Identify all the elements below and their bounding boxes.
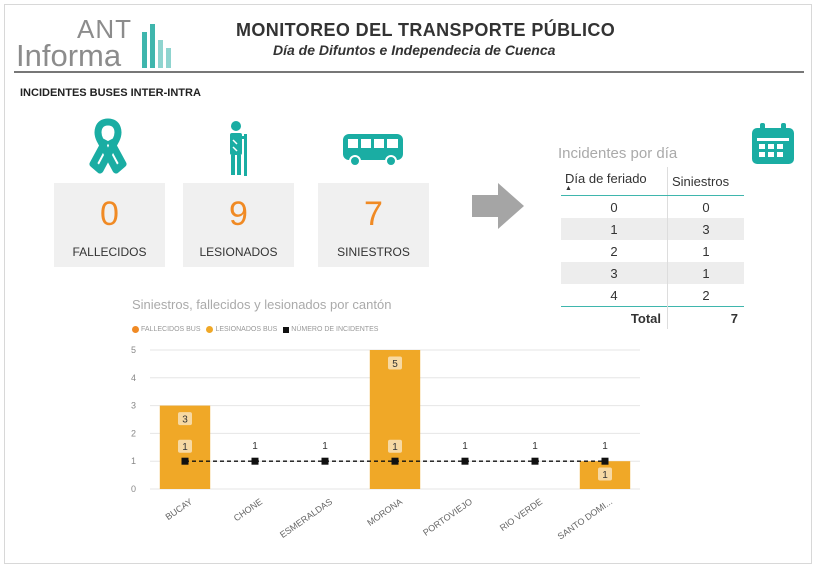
incident-marker (251, 457, 259, 465)
data-label-incidentes: 1 (322, 441, 328, 452)
bus-icon (343, 134, 403, 167)
x-tick-label: BUCAY (164, 496, 195, 522)
cell-dia: 0 (610, 199, 618, 215)
dashboard-frame (4, 4, 812, 564)
data-label-lesionados-bg (598, 467, 612, 481)
cell-siniestros: 3 (667, 218, 744, 240)
incident-marker (181, 457, 189, 465)
data-label-lesionados-bg (178, 412, 192, 426)
logo-ant-text: ANT (77, 14, 132, 44)
legend-label: LESIONADOS BUS (215, 326, 278, 334)
incident-marker (531, 457, 539, 465)
incident-marker (391, 457, 399, 465)
table-total-row: Total 7 (561, 306, 744, 329)
kpi-label: SINIESTROS (337, 245, 410, 259)
cell-siniestros: 0 (667, 195, 744, 218)
data-label-lesionados: 3 (182, 415, 188, 426)
col-header-label: Día de feriado (565, 170, 647, 186)
cell-siniestros: 1 (667, 240, 744, 262)
data-label-incidentes-bg (388, 439, 402, 453)
y-tick-label: 4 (131, 373, 136, 383)
day-table-title: Incidentes por día (558, 145, 678, 162)
cell-siniestros: 2 (667, 284, 744, 307)
x-tick-label: ESMERALDAS (278, 496, 334, 539)
injured-person-icon (230, 121, 247, 176)
bar-lesionados (369, 350, 421, 489)
cell-dia: 4 (610, 287, 618, 303)
legend-label: FALLECIDOS BUS (141, 326, 201, 334)
col-header-label: Siniestros (672, 173, 730, 189)
col-header-siniestros[interactable]: Siniestros (667, 167, 744, 196)
cell-dia: 1 (561, 218, 668, 240)
logo-bars-icon (142, 24, 171, 68)
incident-marker (321, 457, 329, 465)
data-label-lesionados-bg (388, 356, 402, 370)
col-header-dia[interactable]: Día de feriado ▲ (561, 167, 668, 196)
legend-item-lesionados[interactable]: LESIONADOS BUS (206, 326, 277, 333)
kpi-lesionados: 9 LESIONADOS (183, 183, 294, 267)
ribbon-icon (89, 118, 127, 174)
x-tick-label: RIO VERDE (498, 496, 544, 533)
section-title: INCIDENTES BUSES INTER-INTRA (20, 87, 201, 99)
incident-marker (601, 457, 609, 465)
kpi-label: FALLECIDOS (72, 245, 147, 259)
cell-dia: 2 (610, 243, 618, 259)
arrow-right-icon (472, 183, 524, 229)
legend-item-incidentes[interactable]: NÚMERO DE INCIDENTES (283, 326, 378, 333)
kpi-value: 0 (100, 195, 119, 233)
kpi-siniestros: 7 SINIESTROS (318, 183, 429, 267)
kpi-fallecidos: 0 FALLECIDOS (54, 183, 165, 267)
data-label-incidentes: 1 (252, 441, 258, 452)
header-divider (14, 71, 804, 73)
data-label-incidentes: 1 (182, 442, 188, 453)
data-label-lesionados: 5 (392, 359, 398, 370)
kpi-value: 7 (364, 195, 383, 233)
data-label-incidentes-bg (178, 439, 192, 453)
y-tick-label: 3 (131, 401, 136, 411)
calendar-icon[interactable] (750, 122, 796, 166)
total-label: Total (561, 306, 668, 329)
incident-marker (461, 457, 469, 465)
data-label-incidentes: 1 (462, 441, 468, 452)
ant-informa-logo: ANT Informa (16, 14, 176, 73)
legend-label: NÚMERO DE INCIDENTES (291, 326, 379, 334)
sort-ascending-icon: ▲ (565, 184, 572, 192)
kpi-value: 9 (229, 195, 248, 233)
y-tick-label: 5 (131, 345, 136, 355)
data-label-incidentes: 1 (532, 441, 538, 452)
y-tick-label: 1 (131, 456, 136, 466)
data-label-incidentes: 1 (602, 441, 608, 452)
cell-siniestros: 1 (667, 262, 744, 284)
x-tick-label: CHONE (232, 496, 264, 523)
kpi-label: LESIONADOS (199, 245, 278, 259)
logo-informa-text: Informa (16, 38, 122, 73)
legend-square-icon (283, 326, 290, 333)
chart-title: Siniestros, fallecidos y lesionados por … (132, 297, 392, 312)
total-value: 7 (667, 306, 744, 329)
y-tick-label: 2 (131, 428, 136, 438)
x-tick-label: SANTO DOMI... (556, 496, 614, 541)
x-tick-label: MORONA (365, 496, 404, 527)
y-tick-label: 0 (131, 484, 136, 494)
data-label-lesionados: 1 (602, 470, 608, 481)
page-title: MONITOREO DEL TRANSPORTE PÚBLICO (236, 20, 616, 40)
legend-dot-icon (206, 326, 214, 333)
legend-item-fallecidos[interactable]: FALLECIDOS BUS (132, 326, 201, 333)
page-subtitle: Día de Difuntos e Independecia de Cuenca (273, 42, 556, 58)
cell-dia: 3 (561, 262, 668, 284)
data-label-incidentes: 1 (392, 442, 398, 453)
legend-dot-icon (132, 326, 139, 333)
x-tick-label: PORTOVIEJO (421, 496, 474, 537)
chart-legend: FALLECIDOS BUS LESIONADOS BUS NÚMERO DE … (132, 326, 382, 333)
